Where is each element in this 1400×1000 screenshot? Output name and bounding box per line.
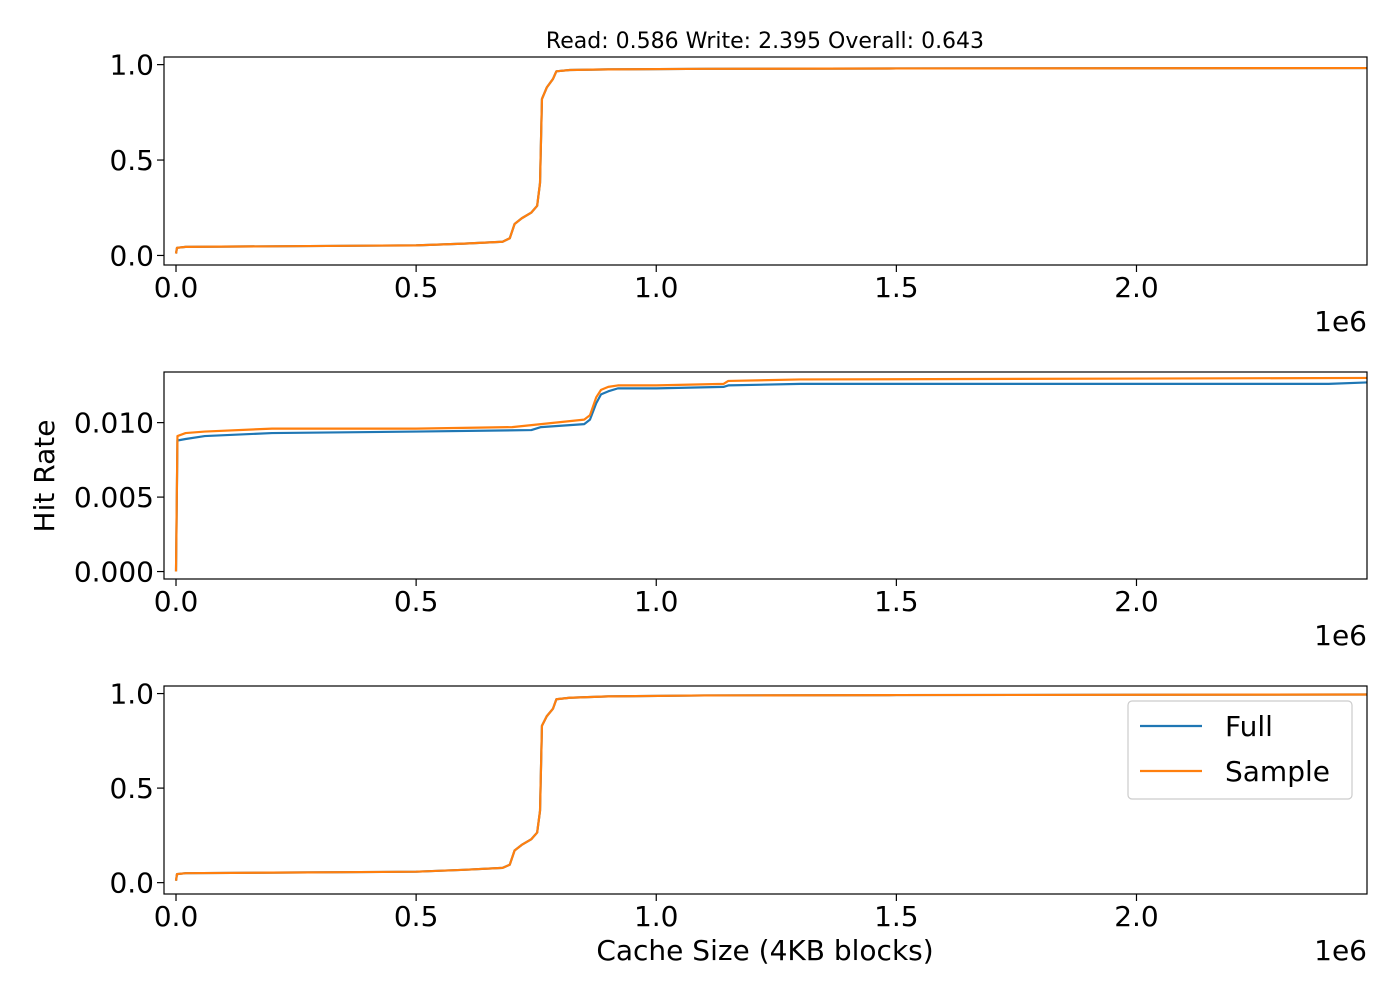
legend: Full Sample bbox=[1127, 700, 1353, 800]
x-offset-label: 1e6 bbox=[1314, 619, 1367, 652]
series-line-full bbox=[174, 66, 1367, 254]
y-tick-label: 0.0 bbox=[109, 867, 154, 900]
series-line-sample bbox=[174, 66, 1367, 254]
y-tick-label: 0.5 bbox=[109, 144, 154, 177]
figure-title: Read: 0.586 Write: 2.395 Overall: 0.643 bbox=[546, 29, 984, 54]
x-offset-label: 1e6 bbox=[1314, 305, 1367, 338]
y-tick-label: 1.0 bbox=[109, 49, 154, 82]
y-tick-label: 1.0 bbox=[109, 678, 154, 711]
x-tick-label: 0.5 bbox=[394, 900, 439, 933]
x-axis-label: Cache Size (4KB blocks) bbox=[596, 934, 933, 967]
subplot-1: 0.0 0.5 1.0 1.5 2.0 0.0 0.5 1.0 1e6 bbox=[109, 49, 1368, 338]
y-axis-label: Hit Rate bbox=[28, 420, 61, 533]
x-tick-label: 2.0 bbox=[1114, 585, 1159, 618]
plot-frame bbox=[163, 56, 1368, 266]
y-tick-label: 0.0 bbox=[109, 239, 154, 272]
plot-frame bbox=[163, 685, 1368, 895]
x-offset-label: 1e6 bbox=[1314, 934, 1367, 967]
x-tick-label: 1.0 bbox=[634, 585, 679, 618]
x-tick-label: 0.5 bbox=[394, 585, 439, 618]
x-tick-label: 2.0 bbox=[1114, 900, 1159, 933]
y-tick-label: 0.5 bbox=[109, 772, 154, 805]
series-line-sample bbox=[174, 376, 1367, 572]
x-tick-label: 0.0 bbox=[154, 271, 199, 304]
x-tick-label: 0.5 bbox=[394, 271, 439, 304]
subplots: 0.0 0.5 1.0 1.5 2.0 0.0 0.5 1.0 1e6 0.0 0.5 1.0 1.5 2… bbox=[74, 49, 1368, 967]
subplot-3: 0.0 0.5 1.0 1.5 2.0 0.0 0.5 1.0 1e6 Full Sample bbox=[109, 678, 1368, 967]
x-tick-label: 2.0 bbox=[1114, 271, 1159, 304]
x-tick-label: 0.0 bbox=[154, 900, 199, 933]
series-line-full bbox=[174, 381, 1367, 572]
y-tick-label: 0.010 bbox=[74, 407, 154, 440]
y-tick-label: 0.000 bbox=[74, 556, 154, 589]
series-line-sample bbox=[174, 693, 1367, 881]
x-tick-label: 1.0 bbox=[634, 900, 679, 933]
x-tick-label: 1.5 bbox=[874, 271, 919, 304]
subplot-2: 0.0 0.5 1.0 1.5 2.0 0.000 0.005 0.010 1e6 bbox=[74, 371, 1368, 652]
y-tick-label: 0.005 bbox=[74, 481, 154, 514]
legend-label-full: Full bbox=[1225, 710, 1273, 743]
x-tick-label: 1.5 bbox=[874, 900, 919, 933]
x-tick-label: 0.0 bbox=[154, 585, 199, 618]
legend-label-sample: Sample bbox=[1225, 755, 1330, 788]
x-tick-label: 1.5 bbox=[874, 585, 919, 618]
x-tick-label: 1.0 bbox=[634, 271, 679, 304]
plot-frame bbox=[163, 371, 1368, 580]
